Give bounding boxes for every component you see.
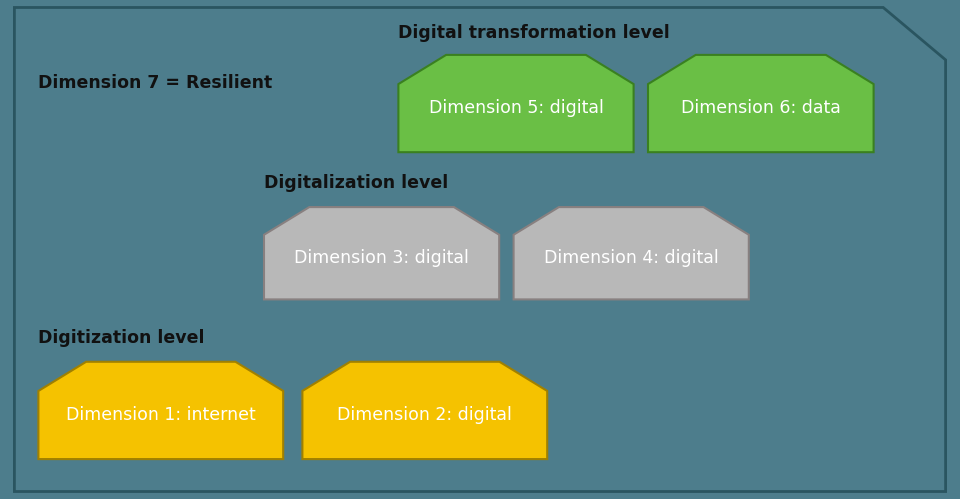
Polygon shape [38, 362, 283, 459]
Text: Dimension 4: digital: Dimension 4: digital [543, 249, 719, 267]
Polygon shape [648, 55, 874, 152]
Text: Dimension 6: data: Dimension 6: data [681, 99, 841, 117]
Text: Digitalization level: Digitalization level [264, 174, 448, 192]
Text: Dimension 1: internet: Dimension 1: internet [66, 406, 255, 424]
Polygon shape [264, 207, 499, 299]
Text: Dimension 5: digital: Dimension 5: digital [428, 99, 604, 117]
Text: Dimension 2: digital: Dimension 2: digital [337, 406, 513, 424]
Text: Digital transformation level: Digital transformation level [398, 24, 670, 42]
Text: Dimension 3: digital: Dimension 3: digital [294, 249, 469, 267]
Text: Dimension 7 = Resilient: Dimension 7 = Resilient [38, 74, 273, 92]
Polygon shape [302, 362, 547, 459]
Text: Digitization level: Digitization level [38, 329, 204, 347]
Polygon shape [14, 7, 946, 492]
Polygon shape [398, 55, 634, 152]
Polygon shape [514, 207, 749, 299]
